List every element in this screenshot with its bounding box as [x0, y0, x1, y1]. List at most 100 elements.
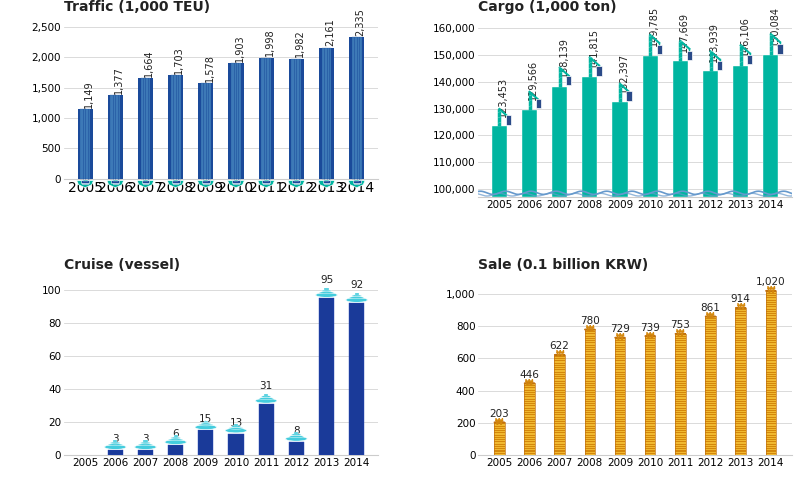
Bar [766, 384, 776, 385]
Bar [735, 364, 746, 365]
Bar [585, 368, 595, 370]
Bar [706, 364, 716, 365]
Bar [614, 367, 626, 368]
Bar [706, 384, 716, 385]
Bar [645, 346, 655, 347]
Bar [766, 300, 776, 302]
Text: ₩: ₩ [616, 333, 624, 342]
Bar [735, 339, 746, 340]
Bar [675, 336, 686, 338]
Bar [675, 394, 686, 395]
Bar [585, 434, 595, 436]
Text: 3: 3 [112, 434, 118, 444]
Bar [554, 436, 565, 437]
Bar [203, 180, 208, 181]
Bar [614, 436, 626, 437]
Bar [614, 364, 626, 365]
Bar [675, 404, 686, 406]
Bar [735, 390, 746, 392]
Bar [735, 429, 746, 430]
Bar [766, 437, 776, 438]
Bar [614, 358, 626, 359]
Bar [645, 396, 655, 398]
Bar [614, 445, 626, 446]
Bar [554, 426, 565, 428]
Bar [645, 420, 655, 421]
Bar [706, 388, 716, 390]
Bar [554, 368, 565, 370]
Bar [554, 406, 565, 408]
Bar [585, 431, 595, 432]
Bar [354, 180, 359, 181]
Bar [645, 419, 655, 420]
Bar [766, 378, 776, 380]
Bar [645, 418, 655, 419]
Bar [645, 339, 655, 340]
Bar [554, 446, 565, 447]
Bar [113, 182, 118, 184]
Bar [706, 348, 716, 349]
Bar [735, 312, 746, 313]
Bar [675, 419, 686, 420]
Text: 739: 739 [640, 322, 660, 332]
Bar [585, 358, 595, 359]
Bar [173, 182, 178, 184]
Bar [735, 445, 746, 446]
Bar [585, 359, 595, 360]
Polygon shape [167, 180, 184, 188]
Bar [585, 365, 595, 366]
Bar [614, 426, 626, 428]
Bar [143, 180, 148, 181]
Bar [554, 358, 565, 359]
Bar [706, 403, 716, 404]
Text: 1,903: 1,903 [234, 34, 245, 62]
Bar [706, 365, 716, 366]
Bar [766, 346, 776, 347]
Bar [111, 180, 119, 182]
Bar [766, 377, 776, 378]
Bar [675, 362, 686, 364]
Bar [706, 376, 716, 377]
Bar [706, 450, 716, 452]
Bar [524, 418, 534, 419]
Bar [735, 342, 746, 344]
Bar [554, 442, 565, 444]
Bar [234, 424, 238, 426]
Bar [675, 341, 686, 342]
Bar [766, 380, 776, 382]
Text: Cruise (vessel): Cruise (vessel) [64, 258, 180, 272]
Bar [706, 368, 716, 370]
Bar [614, 431, 626, 432]
Bar [524, 445, 534, 446]
Bar [706, 378, 716, 380]
Bar [706, 338, 716, 339]
Bar [82, 180, 87, 181]
Bar [614, 434, 626, 436]
Bar [645, 431, 655, 432]
Bar [706, 452, 716, 454]
Ellipse shape [231, 426, 241, 428]
Bar [747, 55, 753, 64]
Bar [766, 422, 776, 424]
Bar [735, 434, 746, 436]
Bar [706, 370, 716, 372]
Bar [733, 66, 748, 197]
Bar [706, 321, 716, 322]
Bar [735, 382, 746, 383]
Text: 914: 914 [730, 294, 750, 304]
Bar [766, 402, 776, 403]
Bar [706, 440, 716, 442]
Bar [706, 317, 716, 318]
Bar [675, 380, 686, 382]
Bar [675, 360, 686, 362]
Bar [766, 292, 776, 293]
Ellipse shape [350, 296, 364, 298]
Bar [554, 414, 565, 416]
Bar [596, 66, 602, 76]
Bar [706, 352, 716, 354]
Bar [706, 434, 716, 436]
Bar [585, 421, 595, 422]
Ellipse shape [585, 329, 595, 330]
Bar [645, 438, 655, 439]
Bar [168, 445, 183, 455]
